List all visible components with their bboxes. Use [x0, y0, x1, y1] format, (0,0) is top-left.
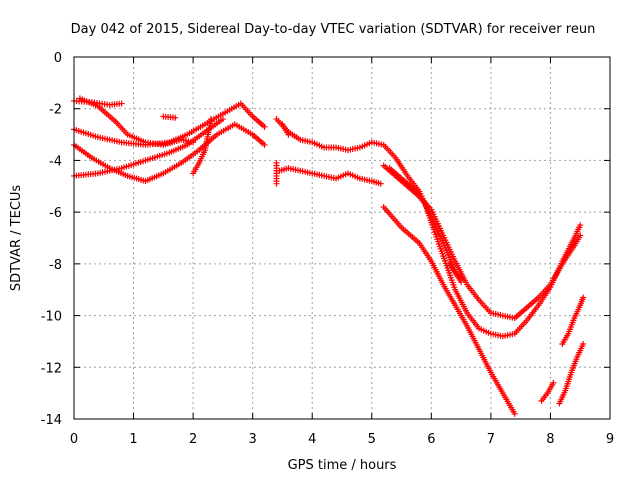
x-tick-label: 8 — [546, 432, 554, 447]
grid — [74, 57, 610, 419]
y-tick-labels: 0 -2 -4 -6 -8 -10 -12 -14 — [41, 51, 62, 428]
data-point — [511, 410, 518, 417]
series-arc-5 — [71, 116, 226, 179]
data-point — [207, 116, 214, 123]
data-point — [118, 100, 125, 107]
data-point — [172, 114, 179, 121]
data-point — [273, 180, 280, 187]
y-tick-label: -10 — [41, 310, 62, 325]
x-tick-label: 4 — [308, 432, 316, 447]
series-arc-8 — [273, 116, 465, 283]
y-tick-label: -12 — [41, 361, 62, 376]
y-tick-label: -4 — [49, 154, 62, 169]
series-arc-18 — [559, 294, 587, 348]
data-point — [219, 116, 226, 123]
y-tick-label: -8 — [49, 258, 62, 273]
data-point — [261, 141, 268, 148]
x-axis-label: GPS time / hours — [288, 458, 397, 473]
series-arc-16 — [538, 379, 557, 404]
data-point — [261, 123, 268, 130]
data-point — [580, 294, 587, 301]
x-tick-label: 2 — [189, 432, 197, 447]
x-tick-label: 0 — [70, 432, 78, 447]
x-tick-labels: 0 1 2 3 4 5 6 7 8 9 — [70, 432, 614, 447]
y-tick-label: -2 — [49, 103, 62, 118]
series-arc-15 — [446, 260, 465, 285]
y-tick-label: -6 — [49, 206, 62, 221]
data-point — [458, 278, 465, 285]
x-tick-label: 9 — [606, 432, 614, 447]
x-tick-label: 5 — [368, 432, 376, 447]
data-point — [550, 379, 557, 386]
plot-frame — [73, 56, 611, 420]
series-arc-4 — [71, 121, 268, 185]
data-series — [71, 95, 587, 417]
axis-ticks — [73, 56, 611, 420]
data-point — [285, 131, 292, 138]
series-arc-6 — [160, 113, 179, 121]
x-tick-label: 7 — [487, 432, 495, 447]
y-tick-label: -14 — [41, 413, 62, 428]
chart-title: Day 042 of 2015, Sidereal Day-to-day VTE… — [71, 22, 596, 37]
y-tick-label: 0 — [54, 51, 62, 66]
x-tick-label: 6 — [427, 432, 435, 447]
series-arc-13 — [386, 165, 584, 340]
series-arc-9 — [279, 121, 292, 138]
series-arc-10 — [276, 165, 384, 187]
data-point — [577, 222, 584, 229]
data-point — [377, 180, 384, 187]
series-arc-7 — [190, 116, 214, 177]
series-arc-11 — [273, 160, 280, 187]
series-arc-14 — [380, 203, 518, 417]
data-point — [580, 341, 587, 348]
x-tick-label: 1 — [129, 432, 137, 447]
x-tick-label: 3 — [249, 432, 257, 447]
series-arc-17 — [556, 341, 587, 407]
y-axis-label: SDTVAR / TECUs — [9, 185, 24, 292]
